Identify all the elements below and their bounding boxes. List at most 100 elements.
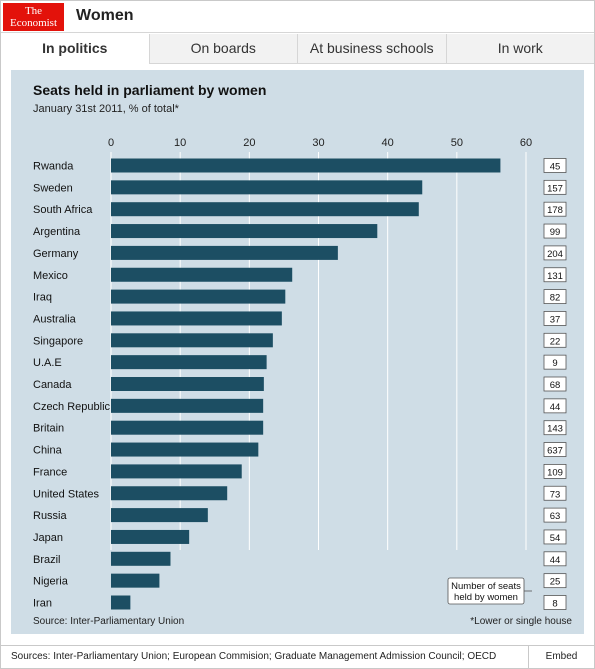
seat-count-label: 25 (550, 577, 561, 588)
seat-count-box (543, 398, 567, 414)
seat-count-label: 204 (547, 249, 563, 260)
seat-count-label: 131 (547, 271, 563, 282)
x-tick-label: 0 (108, 137, 114, 149)
seat-count-label: 143 (547, 424, 563, 435)
seat-count-box (543, 595, 567, 610)
seat-count-label: 178 (547, 205, 563, 216)
bar (111, 158, 501, 173)
seat-count-box (543, 354, 567, 370)
category-label: Singapore (33, 335, 83, 347)
tab-on-boards[interactable]: On boards (148, 34, 297, 64)
seat-count-label: 44 (550, 555, 561, 566)
seat-count-label: 9 (552, 358, 557, 369)
seat-count-box (543, 529, 567, 545)
bar (111, 551, 171, 566)
category-label: Sweden (33, 182, 73, 194)
x-tick-label: 60 (520, 137, 532, 149)
seat-count-label: 54 (550, 533, 561, 544)
bar (111, 420, 264, 435)
seat-count-label: 109 (547, 467, 563, 478)
seats-legend-line-2: held by women (454, 592, 518, 603)
seat-count-box (543, 463, 567, 479)
bar (111, 355, 267, 370)
seat-count-box (543, 179, 567, 195)
seat-count-box (543, 245, 567, 261)
seat-count-box (543, 311, 567, 326)
bar (111, 267, 293, 282)
bar (111, 573, 160, 588)
category-label: Canada (33, 379, 72, 391)
bar (111, 595, 131, 610)
x-tick-label: 50 (451, 137, 463, 149)
seat-count-label: 68 (550, 380, 561, 391)
category-label: Australia (33, 313, 77, 325)
footer-sources: Sources: Inter-Parliamentary Union; Euro… (11, 651, 497, 662)
category-label: Brazil (33, 554, 61, 566)
category-label: Czech Republic (33, 401, 111, 413)
bar (111, 464, 242, 479)
seat-count-box (543, 507, 567, 523)
seat-count-label: 45 (550, 162, 561, 173)
seat-count-box (543, 573, 567, 589)
seats-legend-line-1: Number of seats (451, 581, 521, 592)
seat-count-box (543, 485, 567, 501)
chart-title: Seats held in parliament by women (33, 82, 267, 98)
bar (111, 508, 208, 523)
category-label: China (33, 445, 63, 457)
seat-count-box (543, 158, 567, 173)
seat-count-label: 63 (550, 511, 561, 522)
x-tick-label: 20 (243, 137, 255, 149)
seat-count-label: 8 (552, 599, 557, 610)
x-tick-label: 10 (174, 137, 186, 149)
bar (111, 377, 264, 391)
seat-count-label: 157 (547, 183, 563, 194)
x-tick-label: 40 (382, 137, 394, 149)
category-label: Britain (33, 423, 64, 435)
category-label: Iraq (33, 292, 52, 304)
seat-count-label: 637 (547, 446, 563, 457)
bar (111, 398, 264, 413)
seat-count-box (543, 332, 567, 348)
category-label: South Africa (33, 204, 93, 216)
page-title: Women (76, 7, 134, 24)
bar (111, 486, 228, 501)
category-label: Nigeria (33, 576, 69, 588)
seat-count-label: 99 (550, 227, 561, 238)
logo-line-2: Economist (9, 17, 58, 29)
economist-logo[interactable]: The Economist (3, 3, 64, 31)
bar (111, 442, 259, 457)
bar (111, 289, 286, 304)
embed-button[interactable]: Embed (528, 646, 594, 669)
bar (111, 245, 338, 260)
seat-count-box (543, 442, 567, 457)
logo-line-1: The (24, 5, 43, 17)
tab-at-business-schools[interactable]: At business schools (297, 34, 446, 64)
category-label: Russia (33, 510, 68, 522)
bar-chart: 0 10 20 30 40 50 60 Rwanda 45 Sweden 157 South Afri… (33, 137, 567, 610)
x-tick-label: 30 (312, 137, 324, 149)
seat-count-label: 22 (550, 336, 561, 347)
seat-count-box (543, 420, 567, 436)
tab-in-work[interactable]: In work (445, 34, 594, 64)
seat-count-box (543, 223, 567, 239)
category-label: Germany (33, 248, 79, 260)
bar (111, 529, 190, 544)
bar (111, 333, 273, 348)
bar (111, 180, 423, 195)
category-label: Rwanda (33, 161, 74, 173)
chart-footnote: *Lower or single house (470, 616, 572, 627)
seat-count-box (543, 376, 567, 392)
seat-count-label: 37 (550, 314, 561, 325)
seat-count-label: 82 (550, 293, 561, 304)
tab-in-politics[interactable]: In politics (1, 34, 149, 64)
category-label: Argentina (33, 226, 81, 238)
category-label: France (33, 466, 67, 478)
chart-subtitle: January 31st 2011, % of total* (33, 103, 179, 115)
category-label: U.A.E (33, 357, 62, 369)
bar (111, 202, 419, 217)
seat-count-box (543, 551, 567, 567)
category-label: Japan (33, 532, 63, 544)
seat-count-label: 73 (550, 489, 561, 500)
chart-panel: 0 10 20 30 40 50 60 Rwanda 45 Sweden 157 South Afri… (11, 70, 584, 634)
